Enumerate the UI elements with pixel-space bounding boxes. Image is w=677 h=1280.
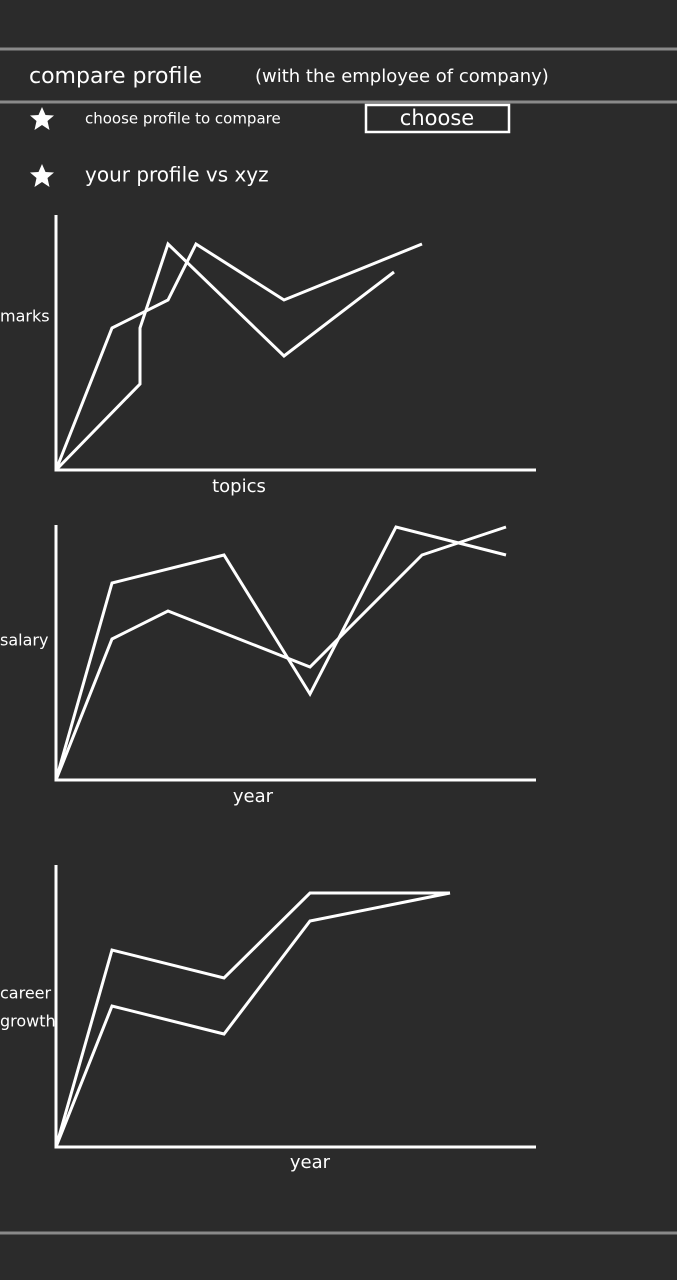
line <box>54 525 507 781</box>
star-icon <box>30 164 54 187</box>
x-axis-label: year <box>290 1152 331 1173</box>
x-axis-label: year <box>233 786 274 807</box>
button-label[interactable]: choose <box>400 106 474 130</box>
subtitle: (with the employee of company) <box>255 66 549 87</box>
title: compare profile <box>29 64 202 89</box>
item-label: choose profile to compare <box>85 110 281 128</box>
y-axis-label: career <box>0 984 52 1003</box>
choose-button[interactable] <box>364 103 511 134</box>
line <box>54 241 423 471</box>
y-axis-label: salary <box>0 631 48 650</box>
star-icon <box>30 107 54 130</box>
y-axis-label: growth <box>0 1012 56 1031</box>
line <box>54 241 395 472</box>
line <box>54 525 507 781</box>
item-label: your profile vs xyz <box>85 163 269 187</box>
y-axis-label: marks <box>0 307 50 326</box>
line <box>54 891 451 1148</box>
line <box>54 891 450 1148</box>
x-axis-label: topics <box>212 476 266 497</box>
